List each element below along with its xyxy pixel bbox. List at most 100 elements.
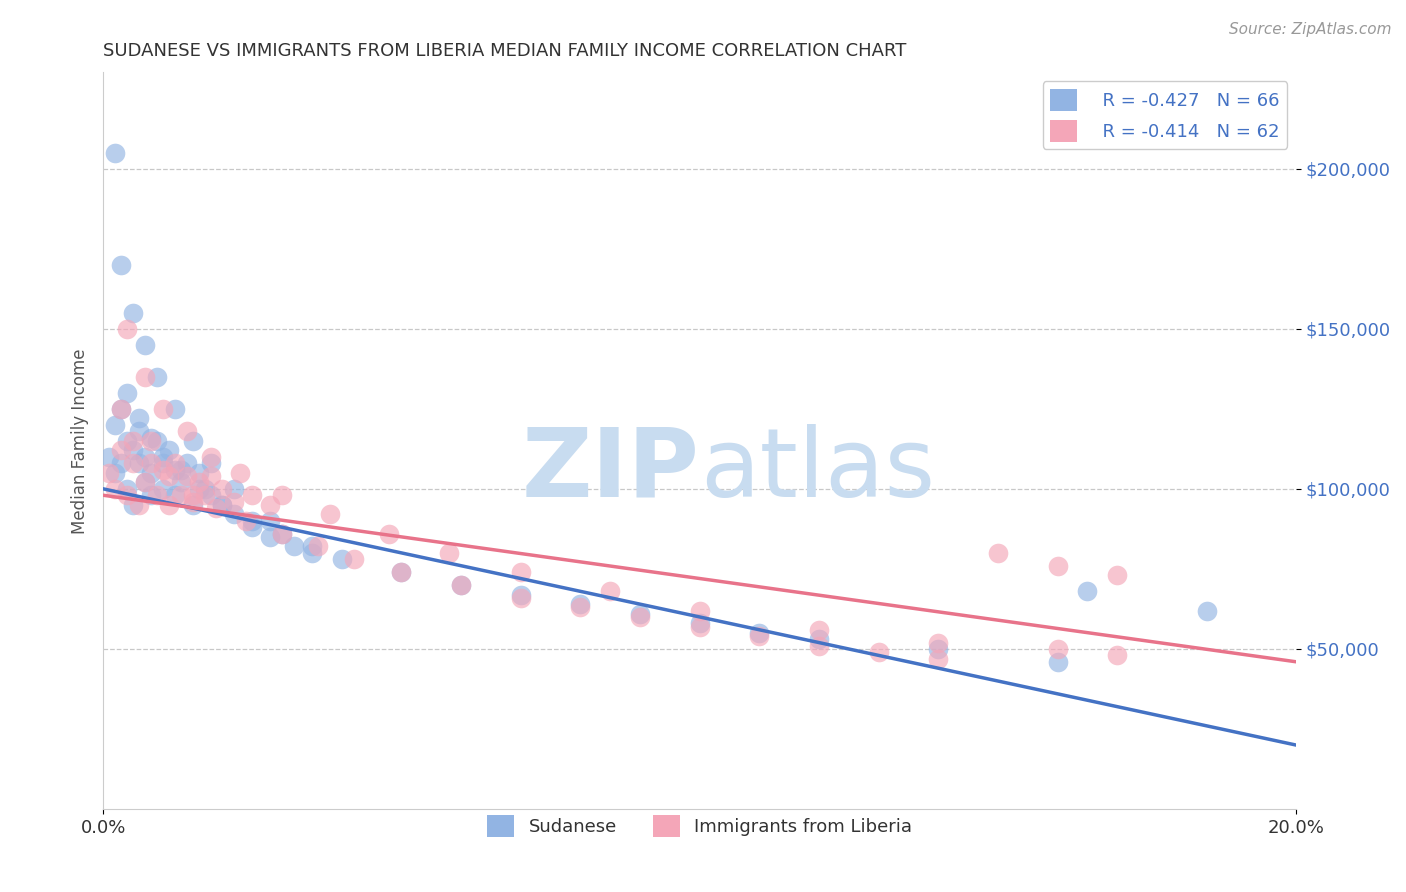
Point xyxy=(259,530,281,544)
Point xyxy=(176,424,198,438)
Point xyxy=(134,337,156,351)
Point xyxy=(134,369,156,384)
Point xyxy=(152,450,174,464)
Point xyxy=(193,482,215,496)
Point xyxy=(122,456,145,470)
Point xyxy=(224,494,246,508)
Point xyxy=(1046,642,1069,657)
Point xyxy=(437,546,460,560)
Point xyxy=(115,482,138,496)
Point xyxy=(170,475,193,490)
Point xyxy=(152,401,174,416)
Point xyxy=(224,482,246,496)
Point xyxy=(128,498,150,512)
Point xyxy=(104,417,127,432)
Legend: Sudanese, Immigrants from Liberia: Sudanese, Immigrants from Liberia xyxy=(479,808,920,845)
Point xyxy=(224,508,246,522)
Point xyxy=(200,488,222,502)
Point xyxy=(927,635,949,649)
Point xyxy=(450,578,472,592)
Point xyxy=(176,456,198,470)
Point xyxy=(378,526,401,541)
Point xyxy=(115,488,138,502)
Point xyxy=(200,469,222,483)
Point xyxy=(200,450,222,464)
Point xyxy=(157,469,180,483)
Point xyxy=(259,514,281,528)
Point xyxy=(1107,568,1129,582)
Point xyxy=(152,462,174,476)
Point xyxy=(187,482,209,496)
Point xyxy=(200,456,222,470)
Point xyxy=(235,514,257,528)
Point xyxy=(193,488,215,502)
Point xyxy=(389,565,412,579)
Point xyxy=(301,546,323,560)
Y-axis label: Median Family Income: Median Family Income xyxy=(72,348,89,533)
Point xyxy=(104,466,127,480)
Point xyxy=(104,145,127,160)
Point xyxy=(134,475,156,490)
Point xyxy=(128,456,150,470)
Point xyxy=(176,469,198,483)
Point xyxy=(807,639,830,653)
Point xyxy=(569,597,592,611)
Point xyxy=(157,443,180,458)
Point xyxy=(181,488,204,502)
Text: atlas: atlas xyxy=(700,424,935,516)
Point xyxy=(170,462,193,476)
Point xyxy=(628,607,651,621)
Point xyxy=(115,321,138,335)
Point xyxy=(330,552,353,566)
Point xyxy=(689,603,711,617)
Point xyxy=(259,498,281,512)
Point xyxy=(139,488,162,502)
Point xyxy=(139,431,162,445)
Point xyxy=(163,401,186,416)
Point xyxy=(211,498,233,512)
Point xyxy=(170,488,193,502)
Point xyxy=(181,434,204,448)
Point xyxy=(122,498,145,512)
Point xyxy=(152,456,174,470)
Point xyxy=(343,552,366,566)
Point xyxy=(110,401,132,416)
Point xyxy=(271,488,294,502)
Point xyxy=(128,424,150,438)
Point xyxy=(115,385,138,400)
Point xyxy=(110,443,132,458)
Point xyxy=(599,584,621,599)
Point xyxy=(748,629,770,643)
Point xyxy=(104,482,127,496)
Point xyxy=(146,434,169,448)
Point xyxy=(134,450,156,464)
Point xyxy=(139,456,162,470)
Point xyxy=(229,466,252,480)
Point xyxy=(1046,558,1069,573)
Point xyxy=(110,258,132,272)
Point xyxy=(807,623,830,637)
Point xyxy=(146,369,169,384)
Point xyxy=(122,434,145,448)
Point xyxy=(122,306,145,320)
Point xyxy=(283,540,305,554)
Point xyxy=(211,498,233,512)
Point xyxy=(628,610,651,624)
Point xyxy=(98,450,121,464)
Point xyxy=(807,632,830,647)
Point xyxy=(509,591,531,605)
Point xyxy=(139,434,162,448)
Point xyxy=(307,540,329,554)
Point xyxy=(134,475,156,490)
Point xyxy=(181,498,204,512)
Point xyxy=(1046,655,1069,669)
Point xyxy=(152,482,174,496)
Point xyxy=(301,540,323,554)
Point xyxy=(122,443,145,458)
Point xyxy=(689,616,711,631)
Point xyxy=(868,645,890,659)
Point xyxy=(509,565,531,579)
Point xyxy=(98,466,121,480)
Point xyxy=(271,526,294,541)
Point xyxy=(1195,603,1218,617)
